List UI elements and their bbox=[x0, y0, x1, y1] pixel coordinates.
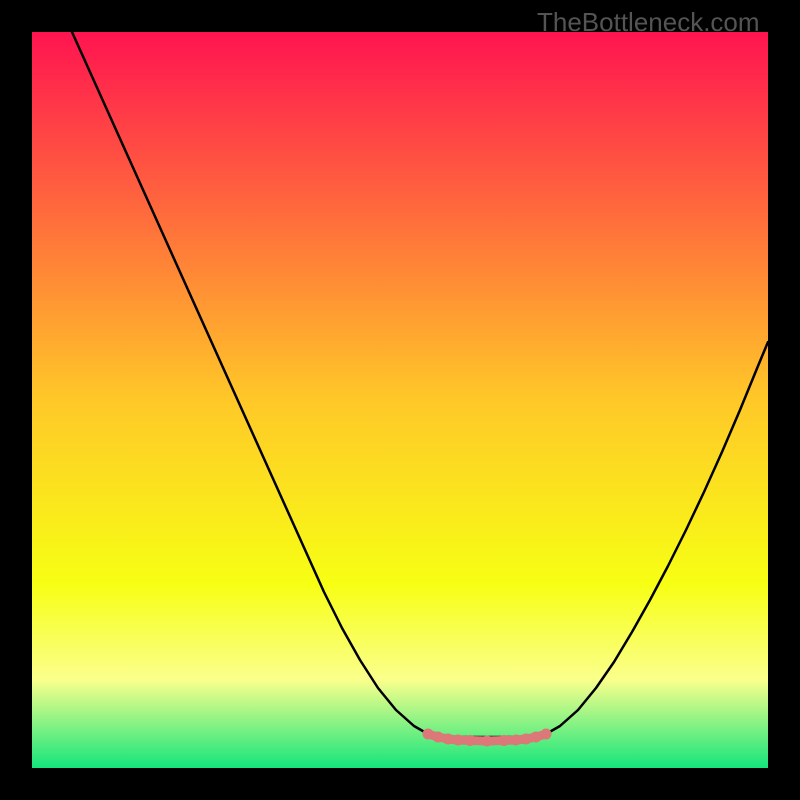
chart-container: TheBottleneck.com bbox=[0, 0, 800, 800]
watermark-text: TheBottleneck.com bbox=[537, 7, 760, 38]
gradient-plot-area bbox=[32, 32, 768, 768]
